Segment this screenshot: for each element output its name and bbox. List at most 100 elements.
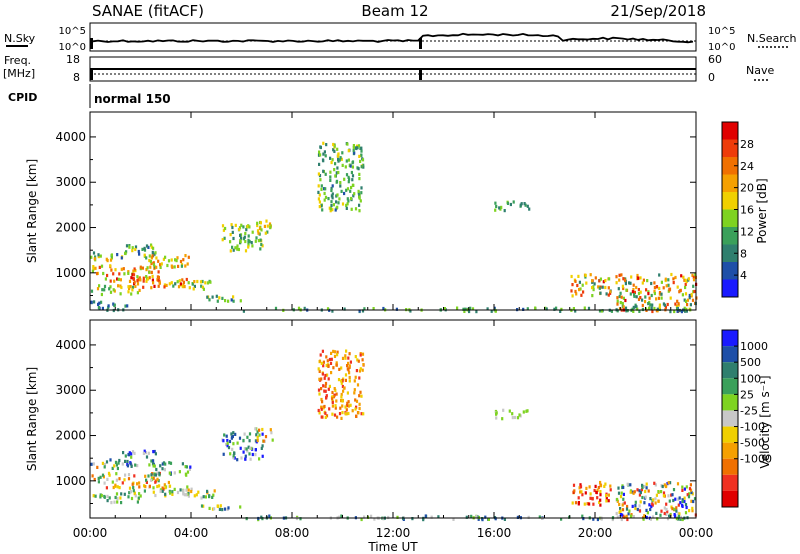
range-gate-cell: [131, 482, 134, 486]
range-gate-cell: [134, 284, 137, 288]
range-gate-cell: [673, 513, 676, 517]
range-gate-cell: [526, 409, 529, 413]
range-gate-cell: [187, 494, 190, 498]
range-gate-cell: [607, 499, 610, 503]
range-gate-cell: [238, 227, 241, 232]
range-gate-cell: [670, 272, 673, 277]
range-gate-cell: [136, 464, 139, 468]
range-gate-cell: [136, 279, 139, 283]
range-gate-cell: [107, 304, 110, 308]
range-gate-cell: [130, 276, 133, 280]
beam-label: Beam 12: [361, 2, 428, 20]
range-gate-cell: [360, 149, 363, 153]
range-gate-cell: [103, 462, 107, 467]
range-gate-cell: [572, 483, 576, 487]
range-gate-cell: [112, 272, 115, 276]
y-tick-label: 2000: [55, 429, 86, 443]
range-gate-cell: [589, 496, 592, 500]
range-gate-cell: [319, 145, 322, 149]
colorbar-swatch: [722, 330, 738, 347]
range-gate-cell: [318, 359, 322, 363]
range-gate-cell: [274, 306, 278, 310]
range-gate-cell: [324, 373, 327, 378]
range-gate-cell: [336, 166, 339, 170]
range-gate-cell: [620, 517, 623, 522]
range-gate-cell: [494, 309, 497, 313]
range-gate-cell: [654, 501, 657, 505]
range-gate-cell: [202, 287, 205, 291]
range-gate-cell: [204, 495, 207, 499]
range-gate-cell: [516, 515, 519, 519]
colorbar-swatch: [722, 442, 738, 459]
range-gate-cell: [122, 267, 125, 271]
colorbar-tick-label: 20: [740, 182, 754, 195]
range-gate-cell: [644, 295, 647, 299]
colorbar-swatch: [722, 394, 738, 411]
range-gate-cell: [354, 146, 357, 150]
range-gate-cell: [645, 486, 648, 490]
range-gate-cell: [153, 284, 156, 288]
range-gate-cell: [221, 238, 224, 242]
range-gate-cell: [648, 296, 651, 300]
range-gate-cell: [260, 446, 263, 450]
range-gate-cell: [363, 307, 366, 311]
range-gate-cell: [97, 255, 100, 259]
range-gate-cell: [128, 486, 132, 490]
range-gate-cell: [607, 493, 610, 497]
range-gate-cell: [672, 277, 675, 281]
range-gate-cell: [688, 487, 692, 491]
freq-unit-label: [MHz]: [3, 67, 35, 80]
range-gate-cell: [332, 349, 335, 353]
range-gate-cell: [330, 204, 333, 208]
range-gate-cell: [677, 497, 680, 501]
range-gate-cell: [171, 490, 174, 494]
range-gate-cell: [244, 231, 247, 236]
range-gate-cell: [260, 515, 263, 519]
range-gate-cell: [577, 501, 580, 505]
range-gate-cell: [333, 354, 337, 358]
range-gate-cell: [113, 464, 116, 468]
range-gate-cell: [101, 461, 104, 465]
range-gate-cell: [335, 171, 338, 175]
range-gate-cell: [318, 411, 321, 415]
range-gate-cell: [226, 441, 229, 445]
range-gate-cell: [256, 430, 259, 434]
range-gate-cell: [103, 465, 106, 469]
range-gate-cell: [574, 279, 577, 283]
range-gate-cell: [152, 459, 155, 463]
range-gate-cell: [344, 356, 347, 360]
range-gate-cell: [116, 466, 119, 471]
colorbar-frame: [721, 329, 739, 508]
range-gate-cell: [665, 284, 668, 288]
range-gate-cell: [196, 279, 199, 284]
range-gate-cell: [206, 295, 209, 299]
range-gate-cell: [667, 494, 670, 498]
range-gate-cell: [591, 497, 594, 501]
range-gate-cell: [325, 355, 328, 359]
range-gate-cell: [334, 208, 337, 212]
range-gate-cell: [465, 515, 468, 519]
range-gate-cell: [232, 456, 235, 460]
range-gate-cell: [156, 484, 159, 489]
range-gate-cell: [150, 459, 153, 463]
x-axis-label: Time UT: [367, 540, 418, 554]
range-gate-cell: [684, 285, 687, 290]
x-tick-label: 16:00: [477, 526, 512, 540]
range-gate-cell: [605, 292, 608, 296]
range-gate-cell: [579, 287, 582, 291]
range-gate-cell: [620, 491, 623, 495]
range-gate-cell: [626, 482, 629, 486]
range-gate-cell: [188, 286, 191, 290]
range-gate-cell: [142, 279, 145, 283]
range-gate-cell: [124, 459, 127, 463]
range-gate-cell: [347, 180, 350, 184]
range-gate-cell: [343, 191, 346, 196]
range-gate-cell: [631, 290, 634, 294]
range-gate-cell: [621, 284, 624, 288]
range-gate-cell: [618, 294, 621, 299]
range-gate-cell: [223, 433, 226, 437]
range-gate-cell: [373, 517, 376, 521]
nave-tick-low: 0: [708, 71, 715, 84]
range-gate-cell: [334, 404, 337, 408]
